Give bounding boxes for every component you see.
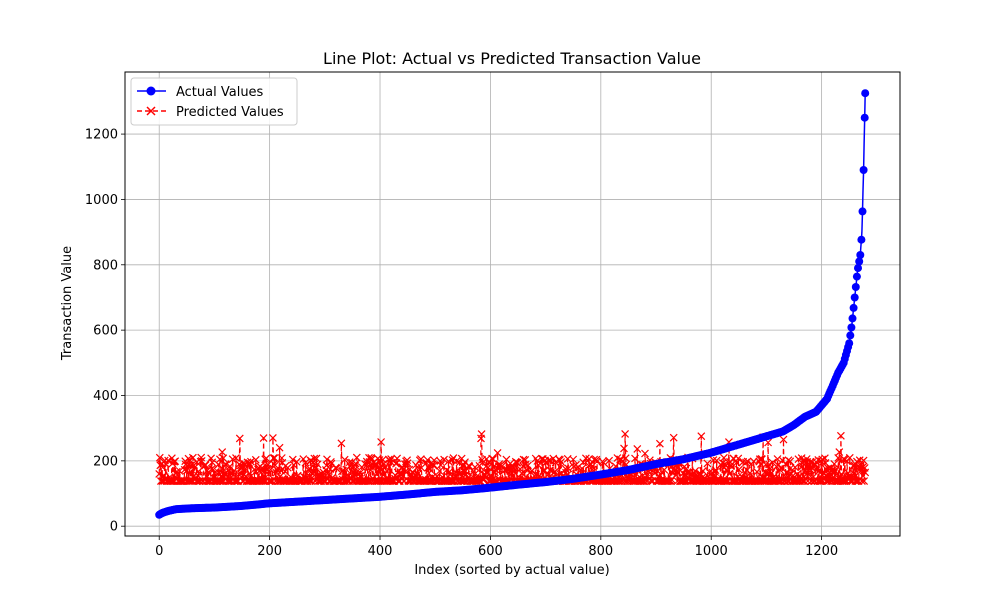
actual-point — [856, 251, 865, 259]
y-tick-label: 600 — [93, 324, 118, 339]
legend: Actual Values Predicted Values — [130, 77, 298, 126]
x-tick-label: 1200 — [805, 544, 838, 559]
legend-box — [130, 77, 298, 126]
x-tick-label: 1000 — [695, 544, 728, 559]
actual-point — [848, 314, 857, 323]
legend-actual-label: Actual Values — [176, 85, 264, 100]
x-tick-label: 600 — [478, 544, 503, 559]
chart-title: Line Plot: Actual vs Predicted Transacti… — [323, 49, 701, 68]
actual-point — [859, 166, 868, 174]
legend-predicted-label: Predicted Values — [176, 105, 284, 120]
y-tick-label: 1000 — [85, 193, 118, 208]
axis-ticks: 0 200 400 600 800 1000 1200 0 200 400 600 800 1000 12… — [85, 128, 838, 559]
x-tick-label: 800 — [588, 544, 613, 559]
actual-series — [155, 89, 870, 519]
x-tick-label: 0 — [155, 544, 163, 559]
y-tick-label: 1200 — [85, 128, 118, 143]
actual-point — [855, 257, 864, 266]
actual-point — [849, 303, 858, 312]
actual-markers — [155, 89, 870, 519]
y-tick-label: 800 — [93, 258, 118, 273]
legend-predicted-marker — [146, 106, 156, 116]
actual-point — [847, 323, 856, 332]
plot-area-frame — [124, 71, 901, 537]
actual-point — [857, 235, 866, 244]
y-tick-label: 400 — [93, 389, 118, 404]
actual-point — [854, 264, 862, 273]
x-tick-label: 200 — [257, 544, 282, 559]
actual-point — [846, 331, 855, 340]
actual-point — [852, 272, 861, 281]
actual-point — [861, 89, 870, 98]
y-tick-label: 200 — [93, 454, 118, 469]
legend-actual-marker — [146, 86, 156, 96]
actual-point — [860, 113, 869, 122]
actual-point — [858, 207, 867, 216]
actual-point — [850, 293, 859, 302]
actual-point — [851, 283, 860, 291]
x-axis-title: Index (sorted by actual value) — [414, 563, 609, 578]
x-tick-label: 400 — [368, 544, 393, 559]
y-axis-title: Transaction Value — [60, 246, 75, 361]
actual-point — [845, 339, 854, 348]
y-tick-label: 0 — [110, 520, 118, 535]
